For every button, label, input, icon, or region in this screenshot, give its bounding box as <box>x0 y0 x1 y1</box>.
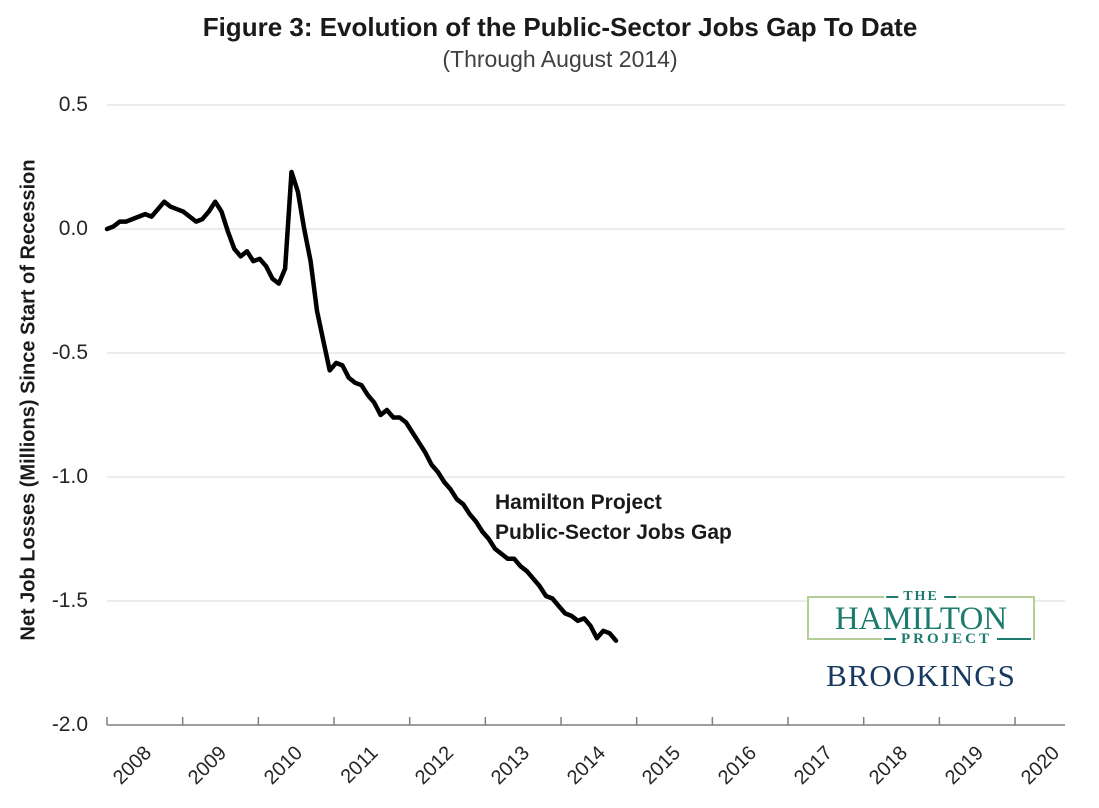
logo-dash-icon <box>997 638 1031 640</box>
y-tick-label: -1.5 <box>51 589 88 612</box>
logo-dash-icon <box>886 596 899 598</box>
annotation-line-1: Hamilton Project <box>495 491 662 514</box>
y-tick-label: 0.0 <box>58 217 88 240</box>
logo-dash-icon <box>943 596 956 598</box>
logo-project-row: PROJECT <box>881 630 1033 648</box>
hamilton-project-logo: THE HAMILTON PROJECT <box>807 588 1035 648</box>
logo-the-label: THE <box>903 589 939 604</box>
logo-dash-icon <box>883 638 896 640</box>
y-tick-label: -0.5 <box>51 341 88 364</box>
figure-title: Figure 3: Evolution of the Public-Sector… <box>202 12 918 42</box>
y-tick-label: -1.0 <box>51 465 88 488</box>
brookings-wordmark: BROOKINGS <box>826 658 1016 693</box>
series-annotation: Hamilton Project Public-Sector Jobs Gap <box>495 488 732 548</box>
figure-subtitle: (Through August 2014) <box>442 46 678 72</box>
y-tick-label: -2.0 <box>51 713 88 736</box>
y-tick-label: 0.5 <box>58 93 88 116</box>
annotation-line-2: Public-Sector Jobs Gap <box>495 521 732 544</box>
logo-the-row: THE <box>884 588 958 606</box>
logo-project-label: PROJECT <box>900 630 992 647</box>
jobs-gap-line <box>104 169 619 643</box>
